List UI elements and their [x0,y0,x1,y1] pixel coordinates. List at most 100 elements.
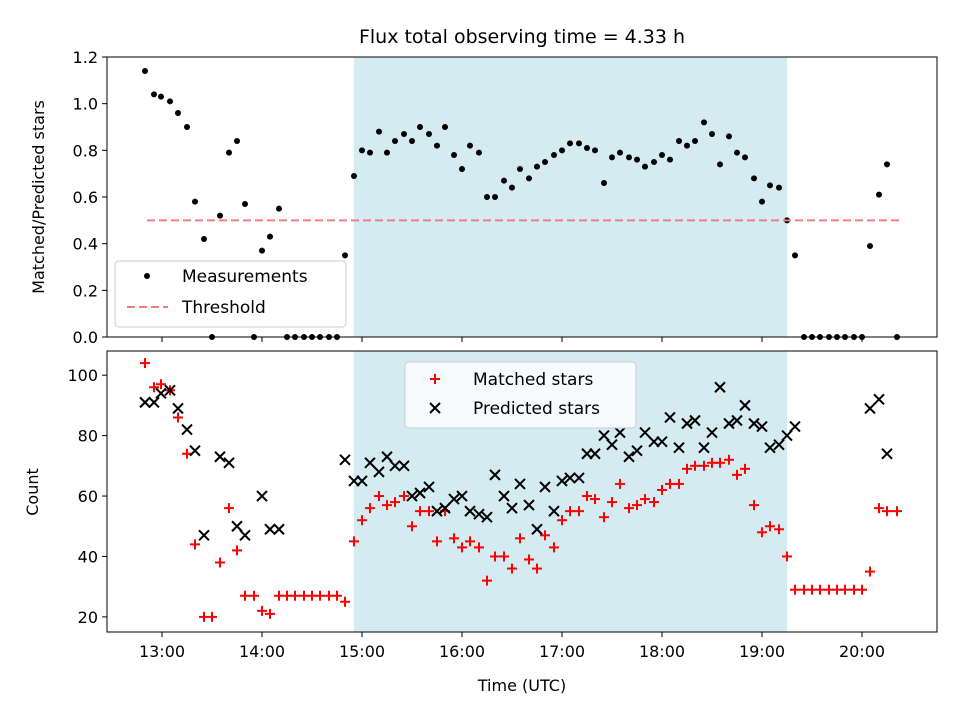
data-point-stroke [614,426,626,439]
data-point-stroke [673,441,685,454]
data-point-stroke [623,451,635,463]
legend-matched-label: Matched stars [473,370,593,390]
data-point-stroke [564,472,576,484]
data-point [726,133,732,140]
y-tick-label: 0.2 [73,281,98,300]
data-point-stroke [489,469,501,481]
data-point [417,124,423,130]
data-point-stroke [473,508,485,520]
data-point-stroke [573,472,585,484]
data-point [715,457,725,468]
data-point [634,156,640,163]
data-point [701,119,707,126]
data-point [601,180,607,186]
data-point [782,551,792,562]
data-point [749,500,759,511]
data-point [240,590,250,601]
bottom-panel-marks [139,358,902,622]
data-point [476,149,482,156]
data-point [589,448,601,460]
data-point [592,147,598,154]
data-point [214,451,226,463]
y-tick-label: 0.4 [73,235,98,254]
data-point [873,393,885,406]
data-point [409,138,415,144]
data-point-stroke [764,441,776,454]
x-tick-label: 13:00 [139,642,185,661]
data-point [515,533,525,544]
data-point [631,445,643,457]
data-point [598,429,610,442]
data-point [756,420,768,433]
data-point [690,460,700,471]
x-tick-label: 16:00 [439,642,485,661]
data-point [401,131,407,137]
y-tick-label: 40 [78,547,98,566]
data-point-stroke [773,438,785,451]
data-point [692,138,698,144]
data-point [215,557,225,568]
data-point [767,182,773,189]
data-point [264,523,276,535]
data-point [342,252,348,259]
data-point [442,124,448,130]
data-point [456,490,468,502]
bottom-panel-ylabel: Count [23,468,42,516]
data-point [751,175,757,182]
data-point [840,584,850,595]
data-point [232,545,242,556]
data-point [465,536,475,547]
data-point [659,152,665,158]
data-point [365,503,375,514]
x-tick-label: 19:00 [739,642,785,661]
data-point [139,396,151,409]
data-point [217,212,223,219]
data-point [734,149,740,156]
data-point [576,140,582,147]
data-point [684,142,690,149]
data-point [531,523,543,535]
data-point [373,466,385,478]
data-point [881,448,893,460]
data-point [414,487,426,499]
data-point-stroke [439,502,451,514]
data-point [172,402,184,415]
data-point [617,149,623,156]
data-point-stroke [389,460,401,472]
y-tick-label: 0.6 [73,188,98,207]
data-point [514,478,526,490]
data-point-stroke [223,457,235,469]
data-point [184,124,190,130]
data-point-stroke [431,505,443,517]
data-point [556,475,568,487]
data-point [234,138,240,144]
data-point-stroke [172,402,184,415]
data-point-stroke [148,396,160,409]
legend-predicted-label: Predicted stars [473,399,600,419]
data-point [609,154,615,161]
data-point [632,500,642,511]
data-point [432,536,442,547]
data-point [673,441,685,454]
data-point [332,590,342,601]
legend-predicted-marker [429,402,441,414]
y-tick-label: 0.0 [73,328,98,347]
data-point [249,590,259,601]
data-point-stroke [781,429,793,442]
data-point [698,441,710,454]
data-point [774,524,784,535]
data-point [542,159,548,165]
data-point [557,515,567,526]
data-point [175,110,181,116]
data-point [584,145,590,151]
data-point [498,490,510,502]
data-point [640,494,650,505]
data-point [459,166,465,172]
data-point [815,584,825,595]
data-point [565,506,575,517]
data-point [364,457,376,469]
data-point [732,469,742,480]
data-point [181,423,193,436]
data-point [764,441,776,454]
